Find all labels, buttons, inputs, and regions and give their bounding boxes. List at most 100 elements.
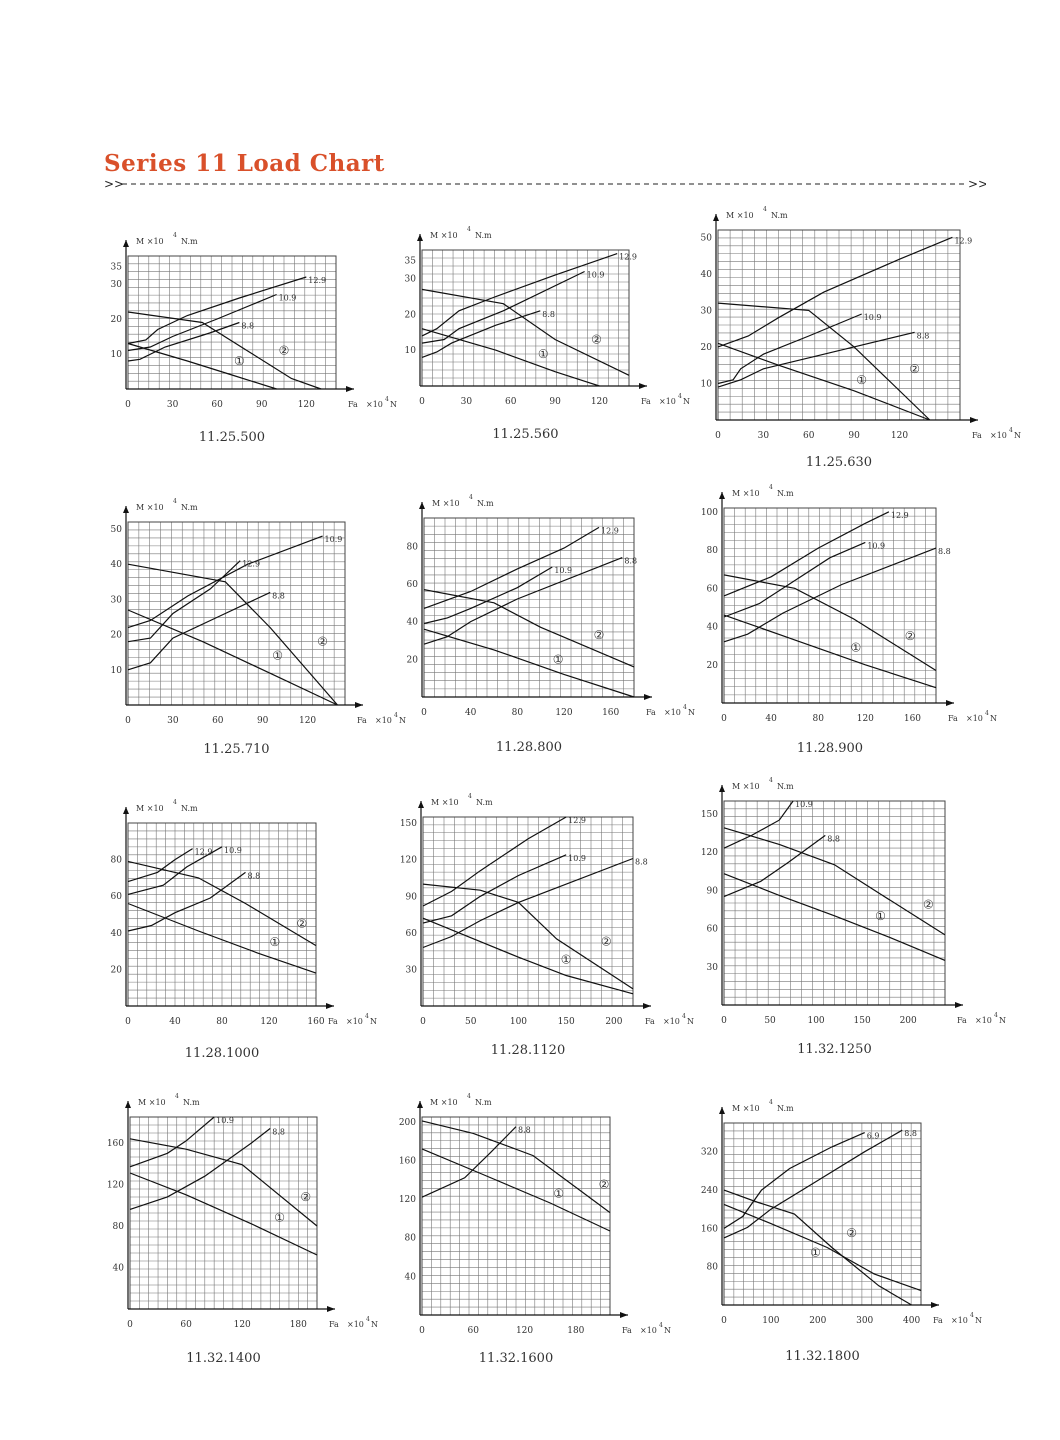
x-tick-label: 200: [605, 1017, 622, 1027]
x-axis-label: Fa: [641, 397, 651, 406]
series-line: [127, 342, 277, 390]
x-axis-unit-exp: 4: [385, 396, 389, 403]
chart-caption: 11.28.800: [496, 740, 562, 755]
y-tick-label: 10: [111, 350, 123, 360]
series-line: [423, 526, 600, 609]
y-tick-label: 120: [701, 848, 718, 858]
y-axis-arrow: [123, 240, 129, 247]
x-axis-unit-exp: 4: [365, 1013, 369, 1020]
x-tick-label: 120: [298, 400, 315, 410]
x-tick-label: 50: [764, 1016, 776, 1026]
series-line: [723, 614, 937, 689]
x-axis-arrow: [946, 700, 954, 706]
series-line: [127, 609, 338, 706]
curve-annotation: ①: [856, 373, 867, 387]
y-tick-label: 60: [111, 892, 123, 902]
x-axis-unit-exp: 4: [394, 712, 398, 719]
y-tick-label: 20: [111, 965, 123, 975]
curve-annotation: ①: [553, 652, 564, 666]
y-tick-label: 80: [405, 1234, 417, 1244]
series-line: [717, 313, 862, 385]
series-label: 10.9: [224, 846, 242, 855]
y-axis-label-exp: 4: [769, 484, 773, 491]
chart-caption: 11.28.900: [797, 741, 863, 756]
curve-annotation: ②: [594, 628, 605, 642]
y-axis-label-exp: 4: [173, 799, 177, 806]
series-label: 10.9: [568, 854, 586, 863]
x-axis-arrow: [327, 1306, 335, 1312]
y-tick-label: 120: [399, 1195, 416, 1205]
x-tick-label: 90: [257, 716, 269, 726]
y-tick-label: 10: [111, 666, 123, 676]
series-label: 10.9: [554, 566, 572, 575]
x-axis-units: N: [390, 400, 397, 409]
x-axis-arrow: [643, 1003, 651, 1009]
chart-caption: 11.32.1250: [797, 1042, 871, 1057]
series-line: [422, 917, 634, 995]
curve-annotation: ①: [561, 953, 572, 967]
y-tick-label: 10: [405, 346, 417, 356]
x-axis-unit: ×10: [659, 397, 676, 406]
x-axis-units: N: [688, 708, 695, 717]
series-line: [423, 566, 553, 625]
x-tick-label: 50: [465, 1017, 477, 1027]
y-tick-label: 30: [405, 275, 417, 285]
chart-grid: [421, 1116, 611, 1316]
series-line: [421, 1126, 517, 1198]
y-axis-label: M ×10: [732, 782, 760, 791]
series-label: 8.8: [241, 322, 254, 331]
x-axis-units: N: [664, 1326, 671, 1335]
x-tick-label: 120: [299, 716, 316, 726]
x-axis-unit: ×10: [347, 1320, 364, 1329]
chart-grid: [422, 816, 634, 1007]
y-axis-label: M ×10: [431, 798, 459, 807]
x-tick-label: 0: [127, 1320, 133, 1330]
series-line: [723, 547, 937, 643]
x-tick-label: 80: [216, 1017, 228, 1027]
x-axis-unit-exp: 4: [994, 1012, 998, 1019]
y-axis-label-exp: 4: [467, 226, 471, 233]
series-label: 12.9: [242, 560, 260, 569]
y-axis-label-exp: 4: [175, 1093, 179, 1100]
curve-annotation: ②: [846, 1226, 857, 1240]
x-tick-label: 40: [465, 708, 477, 718]
y-tick-label: 60: [707, 925, 719, 935]
curve-annotation: ②: [591, 332, 602, 346]
x-axis-unit-exp: 4: [1009, 427, 1013, 434]
y-axis-arrow: [719, 492, 725, 499]
series-line: [421, 310, 541, 358]
y-axis-arrow: [719, 1107, 725, 1114]
series-label: 8.8: [272, 1127, 285, 1136]
x-tick-label: 0: [721, 1316, 727, 1326]
x-tick-label: 0: [721, 714, 727, 724]
x-axis-unit: ×10: [975, 1016, 992, 1025]
x-axis-label: Fa: [645, 1017, 655, 1026]
x-tick-label: 150: [854, 1016, 871, 1026]
y-tick-label: 30: [707, 963, 719, 973]
y-tick-label: 80: [707, 546, 719, 556]
y-tick-label: 160: [701, 1224, 718, 1234]
x-axis-arrow: [931, 1302, 939, 1308]
x-tick-label: 400: [903, 1316, 920, 1326]
series-line: [129, 1172, 318, 1256]
curve-annotation: ②: [905, 629, 916, 643]
series-line: [422, 854, 567, 924]
x-tick-label: 160: [904, 714, 921, 724]
y-tick-label: 40: [707, 623, 719, 633]
series-label: 10.9: [216, 1116, 234, 1125]
x-axis-units: N: [975, 1316, 982, 1325]
series-label: 12.9: [954, 236, 972, 245]
series-label: 10.9: [864, 313, 882, 322]
x-tick-label: 180: [567, 1326, 584, 1336]
x-tick-label: 30: [167, 400, 179, 410]
x-axis-arrow: [355, 702, 363, 708]
series-label: 12.9: [568, 816, 586, 825]
series-line: [723, 1132, 865, 1229]
y-axis-arrow: [419, 502, 425, 509]
series-line: [422, 816, 567, 907]
x-axis-units: N: [399, 716, 406, 725]
